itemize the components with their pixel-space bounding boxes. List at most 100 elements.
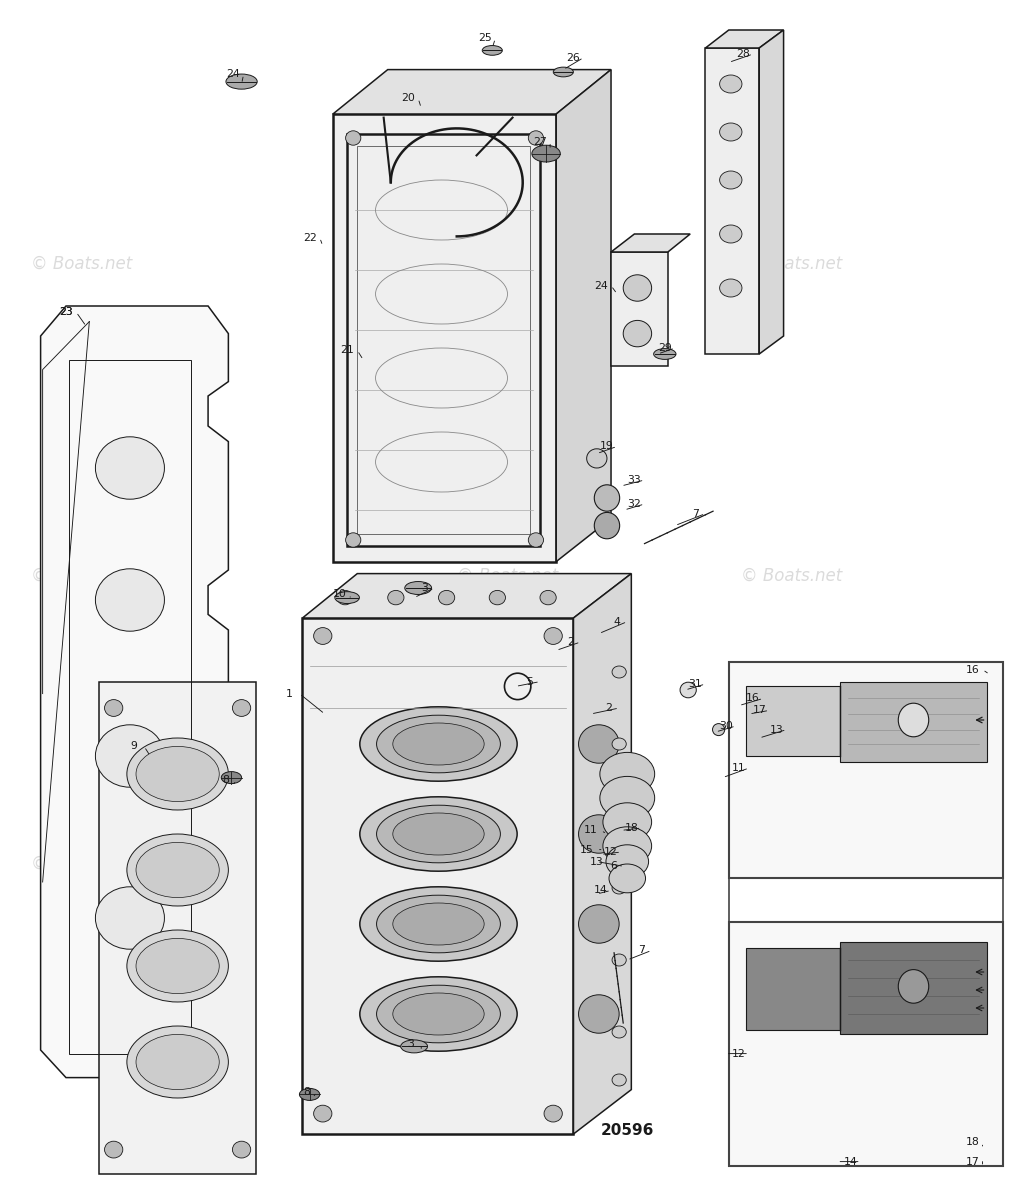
Polygon shape xyxy=(556,70,611,562)
Ellipse shape xyxy=(136,746,219,802)
Text: 14: 14 xyxy=(843,1157,858,1166)
Ellipse shape xyxy=(127,930,228,1002)
Ellipse shape xyxy=(105,1141,123,1158)
Text: 17: 17 xyxy=(965,1157,979,1166)
Ellipse shape xyxy=(221,772,242,784)
Ellipse shape xyxy=(579,905,619,943)
Ellipse shape xyxy=(393,814,484,854)
Ellipse shape xyxy=(600,776,655,820)
Polygon shape xyxy=(705,48,759,354)
Text: 13: 13 xyxy=(769,725,784,734)
Ellipse shape xyxy=(388,590,404,605)
Text: © Boats.net: © Boats.net xyxy=(30,566,132,584)
Ellipse shape xyxy=(95,437,164,499)
Ellipse shape xyxy=(345,131,360,145)
Ellipse shape xyxy=(612,1074,626,1086)
Ellipse shape xyxy=(595,512,619,539)
Polygon shape xyxy=(573,574,631,1134)
Text: 16: 16 xyxy=(965,665,979,674)
Text: 14: 14 xyxy=(594,886,608,895)
Ellipse shape xyxy=(359,707,517,781)
Polygon shape xyxy=(759,30,784,354)
Ellipse shape xyxy=(314,628,332,644)
Text: 11: 11 xyxy=(584,826,598,835)
Polygon shape xyxy=(729,922,1003,1166)
Text: 31: 31 xyxy=(688,679,702,689)
Ellipse shape xyxy=(359,797,517,871)
Ellipse shape xyxy=(612,954,626,966)
Text: 22: 22 xyxy=(302,233,317,242)
Text: 7: 7 xyxy=(638,946,645,955)
Text: 25: 25 xyxy=(478,34,492,43)
Text: 17: 17 xyxy=(752,706,766,715)
Ellipse shape xyxy=(609,864,646,893)
Ellipse shape xyxy=(612,882,626,894)
Ellipse shape xyxy=(136,842,219,898)
Ellipse shape xyxy=(600,752,655,796)
Ellipse shape xyxy=(127,834,228,906)
Ellipse shape xyxy=(127,738,228,810)
Ellipse shape xyxy=(606,845,649,878)
Ellipse shape xyxy=(377,985,500,1043)
Ellipse shape xyxy=(335,592,359,604)
Ellipse shape xyxy=(105,700,123,716)
Polygon shape xyxy=(302,618,573,1134)
Ellipse shape xyxy=(529,131,544,145)
Text: 1: 1 xyxy=(286,689,292,698)
Text: 11: 11 xyxy=(732,763,746,773)
Polygon shape xyxy=(729,662,1003,878)
Ellipse shape xyxy=(232,700,251,716)
Ellipse shape xyxy=(603,827,652,865)
Ellipse shape xyxy=(623,275,652,301)
Polygon shape xyxy=(333,114,556,562)
Ellipse shape xyxy=(377,895,500,953)
Ellipse shape xyxy=(579,815,619,853)
Text: 26: 26 xyxy=(566,53,581,62)
Text: © Boats.net: © Boats.net xyxy=(457,566,558,584)
Ellipse shape xyxy=(603,803,652,841)
Ellipse shape xyxy=(612,666,626,678)
Text: 29: 29 xyxy=(658,343,672,353)
Ellipse shape xyxy=(405,582,431,594)
Ellipse shape xyxy=(898,703,929,737)
Ellipse shape xyxy=(587,449,607,468)
Text: 16: 16 xyxy=(746,694,760,703)
Text: 30: 30 xyxy=(719,721,733,731)
Text: 5: 5 xyxy=(527,677,533,686)
Text: 3: 3 xyxy=(408,1039,414,1049)
Ellipse shape xyxy=(720,170,742,188)
Ellipse shape xyxy=(713,724,725,736)
Ellipse shape xyxy=(654,348,676,359)
Ellipse shape xyxy=(345,533,360,547)
Ellipse shape xyxy=(898,970,929,1003)
Polygon shape xyxy=(746,948,840,1030)
Ellipse shape xyxy=(136,1034,219,1090)
Text: 18: 18 xyxy=(624,823,638,833)
Ellipse shape xyxy=(377,715,500,773)
Text: 18: 18 xyxy=(965,1138,979,1147)
Ellipse shape xyxy=(393,902,484,946)
Ellipse shape xyxy=(579,995,619,1033)
Ellipse shape xyxy=(720,226,742,242)
Ellipse shape xyxy=(720,74,742,92)
Text: 33: 33 xyxy=(627,475,641,485)
Text: 15: 15 xyxy=(580,845,594,854)
Text: 9: 9 xyxy=(131,742,137,751)
Polygon shape xyxy=(840,942,987,1034)
Text: © Boats.net: © Boats.net xyxy=(30,254,132,272)
Ellipse shape xyxy=(720,278,742,296)
Polygon shape xyxy=(840,682,987,762)
Ellipse shape xyxy=(377,805,500,863)
Ellipse shape xyxy=(720,122,742,140)
Ellipse shape xyxy=(612,1026,626,1038)
Text: 7: 7 xyxy=(692,509,698,518)
Ellipse shape xyxy=(529,533,544,547)
Text: 4: 4 xyxy=(614,617,620,626)
Text: © Boats.net: © Boats.net xyxy=(741,854,842,872)
Text: 10: 10 xyxy=(333,589,347,599)
Ellipse shape xyxy=(95,569,164,631)
Text: 23: 23 xyxy=(59,307,73,317)
Text: 28: 28 xyxy=(736,49,750,59)
Text: 19: 19 xyxy=(600,442,614,451)
Ellipse shape xyxy=(95,725,164,787)
